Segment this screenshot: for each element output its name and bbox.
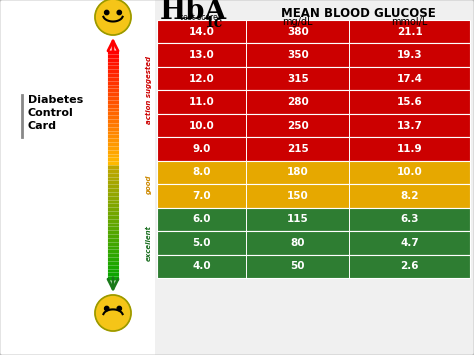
Bar (157, 20, 470, 43)
Circle shape (117, 306, 121, 311)
Circle shape (117, 10, 121, 15)
Bar (157, 208, 470, 231)
Text: 12.0: 12.0 (189, 73, 214, 84)
Text: good: good (146, 174, 152, 194)
Bar (0, 0, 155, 355)
Text: 4.0: 4.0 (192, 261, 211, 271)
Text: 10.0: 10.0 (397, 168, 423, 178)
Text: Diabetes
Control
Card: Diabetes Control Card (28, 95, 83, 131)
Text: 180: 180 (287, 168, 309, 178)
Text: action suggested: action suggested (146, 56, 152, 124)
Bar (157, 91, 470, 114)
Text: 10.0: 10.0 (189, 121, 214, 131)
Bar (157, 161, 470, 184)
Text: 11.9: 11.9 (397, 144, 422, 154)
Text: 8.2: 8.2 (401, 191, 419, 201)
Text: 6.3: 6.3 (401, 214, 419, 224)
Circle shape (105, 10, 109, 15)
Text: 6.0: 6.0 (192, 214, 211, 224)
Text: MEAN BLOOD GLUCOSE: MEAN BLOOD GLUCOSE (281, 7, 436, 20)
Bar (157, 184, 470, 208)
Text: 7.0: 7.0 (192, 191, 211, 201)
Text: 315: 315 (287, 73, 309, 84)
Bar (157, 43, 470, 67)
Text: 5.0: 5.0 (192, 238, 211, 248)
Text: 13.7: 13.7 (397, 121, 423, 131)
Text: 13.0: 13.0 (189, 50, 214, 60)
Text: 80: 80 (291, 238, 305, 248)
Text: 8.0: 8.0 (192, 168, 211, 178)
Circle shape (105, 306, 109, 311)
Text: 11.0: 11.0 (189, 97, 214, 107)
Bar (157, 67, 470, 91)
Text: 150: 150 (287, 191, 309, 201)
Text: 280: 280 (287, 97, 309, 107)
Text: 4.7: 4.7 (401, 238, 419, 248)
Text: excellent: excellent (146, 225, 152, 261)
Text: 19.3: 19.3 (397, 50, 422, 60)
Text: 50: 50 (291, 261, 305, 271)
Circle shape (95, 295, 131, 331)
Text: 215: 215 (287, 144, 309, 154)
Text: 350: 350 (287, 50, 309, 60)
Text: 115: 115 (287, 214, 309, 224)
Text: 17.4: 17.4 (397, 73, 423, 84)
Text: test score: test score (180, 13, 218, 22)
Text: 2.6: 2.6 (401, 261, 419, 271)
Text: 21.1: 21.1 (397, 27, 423, 37)
Text: mg/dL: mg/dL (283, 17, 313, 27)
Bar (157, 255, 470, 278)
Text: 1c: 1c (204, 16, 223, 30)
Bar (157, 114, 470, 137)
Text: 250: 250 (287, 121, 309, 131)
Circle shape (95, 0, 131, 35)
Text: 15.6: 15.6 (397, 97, 423, 107)
Text: 9.0: 9.0 (192, 144, 211, 154)
Text: 380: 380 (287, 27, 309, 37)
Bar (157, 137, 470, 161)
Bar (157, 231, 470, 255)
Text: 14.0: 14.0 (189, 27, 215, 37)
Text: HbA: HbA (160, 0, 227, 25)
Text: mmol/L: mmol/L (392, 17, 428, 27)
